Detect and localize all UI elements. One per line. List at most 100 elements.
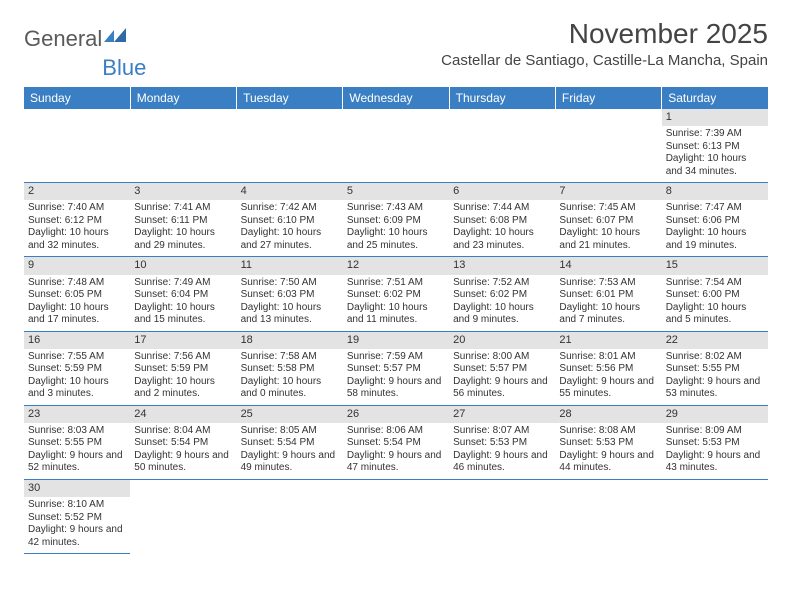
day-body: Sunrise: 7:49 AMSunset: 6:04 PMDaylight:…: [130, 275, 236, 331]
day-body: Sunrise: 7:42 AMSunset: 6:10 PMDaylight:…: [237, 200, 343, 256]
day-body: Sunrise: 7:44 AMSunset: 6:08 PMDaylight:…: [449, 200, 555, 256]
day-header: Monday: [130, 87, 236, 109]
calendar-cell: [130, 479, 236, 553]
calendar-cell: [237, 109, 343, 183]
day-body: Sunrise: 8:01 AMSunset: 5:56 PMDaylight:…: [555, 349, 661, 405]
calendar-cell: [449, 109, 555, 183]
calendar-cell: 11Sunrise: 7:50 AMSunset: 6:03 PMDayligh…: [237, 257, 343, 331]
calendar-cell: 1Sunrise: 7:39 AMSunset: 6:13 PMDaylight…: [662, 109, 768, 183]
day-body: Sunrise: 7:45 AMSunset: 6:07 PMDaylight:…: [555, 200, 661, 256]
day-number: 11: [237, 257, 343, 274]
day-body: Sunrise: 7:48 AMSunset: 6:05 PMDaylight:…: [24, 275, 130, 331]
day-body: Sunrise: 8:07 AMSunset: 5:53 PMDaylight:…: [449, 423, 555, 479]
calendar-body: 1Sunrise: 7:39 AMSunset: 6:13 PMDaylight…: [24, 109, 768, 554]
calendar-cell: [343, 109, 449, 183]
day-body: Sunrise: 7:52 AMSunset: 6:02 PMDaylight:…: [449, 275, 555, 331]
calendar-cell: 18Sunrise: 7:58 AMSunset: 5:58 PMDayligh…: [237, 331, 343, 405]
day-number: 17: [130, 332, 236, 349]
day-number: 7: [555, 183, 661, 200]
calendar-cell: 25Sunrise: 8:05 AMSunset: 5:54 PMDayligh…: [237, 405, 343, 479]
calendar-cell: 3Sunrise: 7:41 AMSunset: 6:11 PMDaylight…: [130, 183, 236, 257]
calendar-cell: [662, 479, 768, 553]
day-body: Sunrise: 8:04 AMSunset: 5:54 PMDaylight:…: [130, 423, 236, 479]
day-number: 23: [24, 406, 130, 423]
day-number: 1: [662, 109, 768, 126]
calendar-cell: 5Sunrise: 7:43 AMSunset: 6:09 PMDaylight…: [343, 183, 449, 257]
calendar-cell: 20Sunrise: 8:00 AMSunset: 5:57 PMDayligh…: [449, 331, 555, 405]
calendar-row: 1Sunrise: 7:39 AMSunset: 6:13 PMDaylight…: [24, 109, 768, 183]
day-body: Sunrise: 7:53 AMSunset: 6:01 PMDaylight:…: [555, 275, 661, 331]
day-body: Sunrise: 8:03 AMSunset: 5:55 PMDaylight:…: [24, 423, 130, 479]
day-number: 29: [662, 406, 768, 423]
day-number: 26: [343, 406, 449, 423]
day-body: Sunrise: 8:00 AMSunset: 5:57 PMDaylight:…: [449, 349, 555, 405]
logo: General: [24, 26, 130, 52]
calendar-cell: [237, 479, 343, 553]
day-header: Friday: [555, 87, 661, 109]
day-body: Sunrise: 7:47 AMSunset: 6:06 PMDaylight:…: [662, 200, 768, 256]
day-body: Sunrise: 7:50 AMSunset: 6:03 PMDaylight:…: [237, 275, 343, 331]
calendar-page: General November 2025 Castellar de Santi…: [0, 0, 792, 572]
day-body: Sunrise: 8:06 AMSunset: 5:54 PMDaylight:…: [343, 423, 449, 479]
calendar-cell: 6Sunrise: 7:44 AMSunset: 6:08 PMDaylight…: [449, 183, 555, 257]
day-header: Saturday: [662, 87, 768, 109]
calendar-cell: [555, 479, 661, 553]
calendar-cell: 13Sunrise: 7:52 AMSunset: 6:02 PMDayligh…: [449, 257, 555, 331]
day-number: 24: [130, 406, 236, 423]
day-body: Sunrise: 8:09 AMSunset: 5:53 PMDaylight:…: [662, 423, 768, 479]
day-number: 6: [449, 183, 555, 200]
calendar-cell: 19Sunrise: 7:59 AMSunset: 5:57 PMDayligh…: [343, 331, 449, 405]
day-body: Sunrise: 7:54 AMSunset: 6:00 PMDaylight:…: [662, 275, 768, 331]
flag-icon: [104, 26, 130, 52]
day-body: Sunrise: 8:02 AMSunset: 5:55 PMDaylight:…: [662, 349, 768, 405]
calendar-row: 9Sunrise: 7:48 AMSunset: 6:05 PMDaylight…: [24, 257, 768, 331]
calendar-cell: 22Sunrise: 8:02 AMSunset: 5:55 PMDayligh…: [662, 331, 768, 405]
day-number: 2: [24, 183, 130, 200]
day-number: 30: [24, 480, 130, 497]
day-body: Sunrise: 7:56 AMSunset: 5:59 PMDaylight:…: [130, 349, 236, 405]
logo-text-2: Blue: [102, 55, 146, 80]
day-body: Sunrise: 8:05 AMSunset: 5:54 PMDaylight:…: [237, 423, 343, 479]
day-header: Thursday: [449, 87, 555, 109]
title-block: November 2025 Castellar de Santiago, Cas…: [441, 18, 768, 69]
day-number: 21: [555, 332, 661, 349]
day-body: Sunrise: 7:58 AMSunset: 5:58 PMDaylight:…: [237, 349, 343, 405]
calendar-table: SundayMondayTuesdayWednesdayThursdayFrid…: [24, 87, 768, 554]
calendar-cell: [449, 479, 555, 553]
day-number: 25: [237, 406, 343, 423]
calendar-cell: [24, 109, 130, 183]
day-body: Sunrise: 8:10 AMSunset: 5:52 PMDaylight:…: [24, 497, 130, 553]
calendar-cell: 10Sunrise: 7:49 AMSunset: 6:04 PMDayligh…: [130, 257, 236, 331]
day-body: Sunrise: 7:39 AMSunset: 6:13 PMDaylight:…: [662, 126, 768, 182]
day-header: Sunday: [24, 87, 130, 109]
calendar-cell: 14Sunrise: 7:53 AMSunset: 6:01 PMDayligh…: [555, 257, 661, 331]
calendar-cell: 29Sunrise: 8:09 AMSunset: 5:53 PMDayligh…: [662, 405, 768, 479]
day-number: 19: [343, 332, 449, 349]
day-number: 28: [555, 406, 661, 423]
day-header: Tuesday: [237, 87, 343, 109]
day-body: Sunrise: 7:40 AMSunset: 6:12 PMDaylight:…: [24, 200, 130, 256]
calendar-cell: 17Sunrise: 7:56 AMSunset: 5:59 PMDayligh…: [130, 331, 236, 405]
calendar-row: 30Sunrise: 8:10 AMSunset: 5:52 PMDayligh…: [24, 479, 768, 553]
calendar-row: 2Sunrise: 7:40 AMSunset: 6:12 PMDaylight…: [24, 183, 768, 257]
calendar-cell: 12Sunrise: 7:51 AMSunset: 6:02 PMDayligh…: [343, 257, 449, 331]
day-number: 27: [449, 406, 555, 423]
calendar-cell: 23Sunrise: 8:03 AMSunset: 5:55 PMDayligh…: [24, 405, 130, 479]
calendar-cell: 16Sunrise: 7:55 AMSunset: 5:59 PMDayligh…: [24, 331, 130, 405]
calendar-cell: [130, 109, 236, 183]
calendar-cell: 7Sunrise: 7:45 AMSunset: 6:07 PMDaylight…: [555, 183, 661, 257]
day-number: 9: [24, 257, 130, 274]
calendar-cell: [555, 109, 661, 183]
day-body: Sunrise: 7:41 AMSunset: 6:11 PMDaylight:…: [130, 200, 236, 256]
calendar-cell: 15Sunrise: 7:54 AMSunset: 6:00 PMDayligh…: [662, 257, 768, 331]
calendar-cell: 21Sunrise: 8:01 AMSunset: 5:56 PMDayligh…: [555, 331, 661, 405]
calendar-row: 23Sunrise: 8:03 AMSunset: 5:55 PMDayligh…: [24, 405, 768, 479]
day-body: Sunrise: 7:59 AMSunset: 5:57 PMDaylight:…: [343, 349, 449, 405]
day-number: 18: [237, 332, 343, 349]
day-number: 15: [662, 257, 768, 274]
day-number: 13: [449, 257, 555, 274]
month-title: November 2025: [441, 18, 768, 50]
calendar-cell: 28Sunrise: 8:08 AMSunset: 5:53 PMDayligh…: [555, 405, 661, 479]
calendar-head: SundayMondayTuesdayWednesdayThursdayFrid…: [24, 87, 768, 109]
calendar-cell: 8Sunrise: 7:47 AMSunset: 6:06 PMDaylight…: [662, 183, 768, 257]
